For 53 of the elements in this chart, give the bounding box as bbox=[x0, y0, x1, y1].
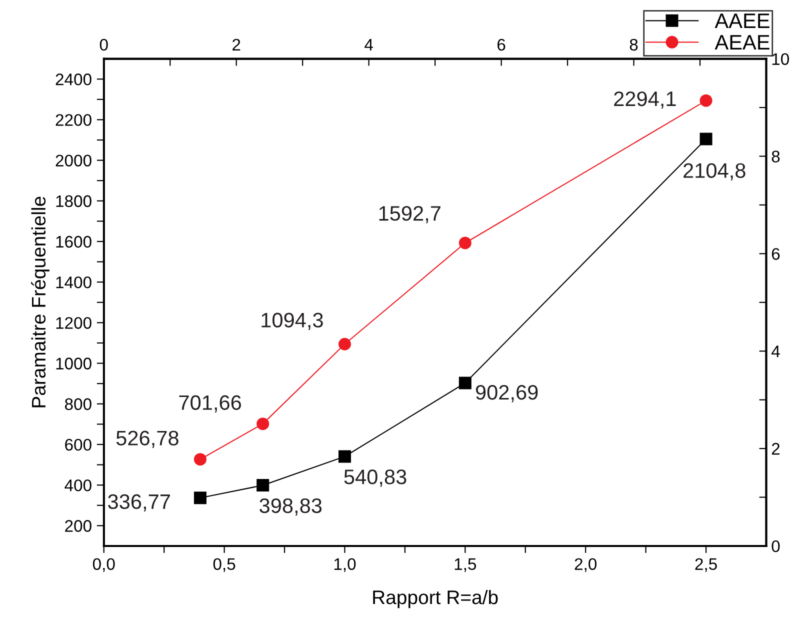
data-label: 701,66 bbox=[179, 395, 242, 412]
point bbox=[194, 492, 206, 504]
y2-tick-label: 2 bbox=[772, 442, 780, 455]
x-tick-label: 0,5 bbox=[213, 558, 236, 572]
data-label: 336,77 bbox=[108, 494, 170, 512]
y-axis-title: Paramaitre Fréquentielle bbox=[31, 196, 50, 408]
point bbox=[458, 376, 472, 390]
x2-tick-label: 2 bbox=[232, 38, 240, 50]
y-tick-label: 200 bbox=[65, 520, 92, 532]
y2-tick-label: 8 bbox=[772, 150, 780, 162]
y-tick-label: 2000 bbox=[56, 154, 92, 166]
point bbox=[256, 479, 270, 492]
y-tick-label: 600 bbox=[65, 438, 92, 451]
x2-tick-label: 8 bbox=[630, 38, 638, 51]
legend-label: AAEE bbox=[714, 14, 770, 28]
x-axis-title: Rapport R=a/b bbox=[373, 590, 498, 608]
y2-tick-label: 6 bbox=[772, 248, 780, 260]
data-label: 2104,8 bbox=[684, 163, 746, 180]
data-label: 1592,7 bbox=[379, 206, 440, 224]
y-tick-label: 400 bbox=[64, 479, 92, 492]
point bbox=[458, 236, 472, 250]
legend-label: AEAE bbox=[714, 35, 770, 50]
point bbox=[700, 132, 712, 146]
y-tick-label: 1000 bbox=[56, 358, 92, 370]
data-label: 398,83 bbox=[260, 498, 322, 516]
y-tick-label: 800 bbox=[64, 398, 92, 410]
x2-tick-label: 4 bbox=[364, 39, 373, 50]
x2-tick-label: 6 bbox=[498, 38, 506, 51]
point bbox=[700, 94, 712, 107]
point bbox=[256, 418, 270, 430]
data-label: 1094,3 bbox=[262, 312, 323, 330]
y-tick-label: 1200 bbox=[56, 317, 92, 329]
y-tick-label: 1800 bbox=[56, 195, 92, 208]
data-label: 2294,1 bbox=[614, 91, 676, 109]
data-label: 526,78 bbox=[116, 430, 178, 448]
y-tick-label: 1600 bbox=[56, 236, 92, 248]
point bbox=[194, 453, 206, 466]
data-label: 540,83 bbox=[344, 470, 406, 487]
data-label: 902,69 bbox=[476, 384, 538, 402]
x2-tick-label: 0 bbox=[100, 38, 108, 51]
y-tick-label: 1400 bbox=[56, 276, 92, 288]
point bbox=[338, 338, 351, 350]
x-tick-label: 0,0 bbox=[92, 558, 115, 572]
x-tick-label: 1,5 bbox=[454, 558, 476, 572]
y-tick-label: 2400 bbox=[56, 74, 92, 86]
x-tick-label: 1,0 bbox=[334, 558, 356, 572]
y2-tick-label: 0 bbox=[772, 540, 780, 552]
x-tick-label: 2,0 bbox=[574, 558, 597, 572]
y-tick-label: 2200 bbox=[56, 114, 92, 126]
y2-tick-label: 10 bbox=[772, 53, 789, 66]
y2-tick-label: 4 bbox=[771, 346, 780, 358]
point bbox=[338, 450, 351, 463]
x-tick-label: 2,5 bbox=[695, 558, 717, 572]
